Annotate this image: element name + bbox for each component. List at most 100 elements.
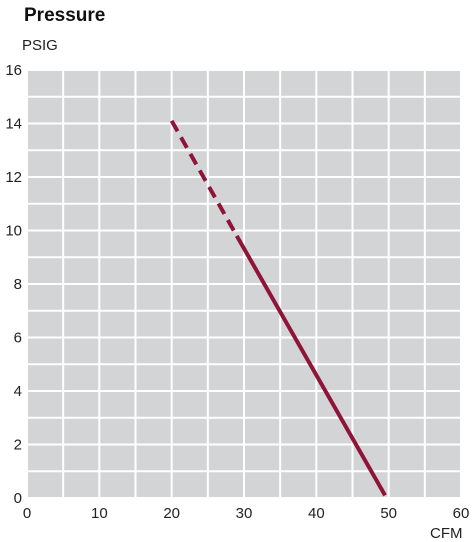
grid-cell-r15-c4: [172, 71, 207, 96]
grid-cell-r3-c10: [389, 392, 424, 417]
grid-cell-r2-c0: [28, 418, 63, 444]
grid-cell-r8-c10: [389, 258, 424, 283]
grid-cell-r0-c5: [208, 472, 243, 497]
x-axis-ticks: 0 10 20 30 40 50 60: [23, 505, 470, 522]
grid-cell-r6-c2: [100, 311, 135, 337]
grid-cell-r0-c11: [425, 472, 460, 497]
grid-cell-r10-c7: [281, 204, 316, 230]
grid-cell-r10-c5: [208, 204, 243, 230]
grid-cell-r13-c3: [136, 124, 171, 150]
x-tick-label-60: 60: [453, 505, 470, 522]
grid-cell-r8-c2: [100, 258, 135, 283]
grid-cell-r9-c1: [64, 231, 99, 257]
grid-cell-r9-c6: [245, 231, 280, 257]
grid-cell-r9-c2: [100, 231, 135, 257]
grid-cell-r2-c1: [64, 418, 99, 444]
grid-cell-r13-c1: [64, 124, 99, 150]
grid-cell-r12-c1: [64, 151, 99, 176]
chart-title: Pressure: [24, 5, 105, 26]
y-tick-label-4: 4: [14, 383, 22, 400]
y-tick-label-14: 14: [5, 116, 22, 133]
grid-cell-r1-c1: [64, 445, 99, 471]
grid-cell-r7-c3: [136, 285, 171, 310]
grid-cell-r11-c3: [136, 178, 171, 203]
grid-cell-r7-c7: [281, 285, 316, 310]
grid-cell-r11-c4: [172, 178, 207, 203]
grid-cell-r13-c10: [389, 124, 424, 150]
grid-cell-r3-c2: [100, 392, 135, 417]
grid-cell-r8-c9: [353, 258, 388, 283]
grid-cell-r3-c7: [281, 392, 316, 417]
grid-cell-r14-c8: [317, 97, 352, 123]
grid-cell-r15-c6: [245, 71, 280, 96]
grid-cell-r13-c0: [28, 124, 63, 150]
grid-cell-r0-c4: [172, 472, 207, 497]
grid-cell-r5-c2: [100, 338, 135, 364]
grid-cell-r13-c5: [208, 124, 243, 150]
grid-cell-r11-c6: [245, 178, 280, 203]
series-0-solid-segment: [235, 234, 387, 497]
grid-cell-r15-c2: [100, 71, 135, 96]
grid-cell-r14-c1: [64, 97, 99, 123]
grid-cell-r2-c4: [172, 418, 207, 444]
grid-cell-r0-c1: [64, 472, 99, 497]
grid-cell-r8-c11: [425, 258, 460, 283]
grid-cell-r10-c9: [353, 204, 388, 230]
grid-cell-r8-c1: [64, 258, 99, 283]
grid-cell-r11-c10: [389, 178, 424, 203]
grid-cell-r12-c2: [100, 151, 135, 176]
grid-cell-r5-c3: [136, 338, 171, 364]
grid-cell-r5-c5: [208, 338, 243, 364]
grid-cell-r5-c8: [317, 338, 352, 364]
x-tick-label-0: 0: [23, 505, 31, 522]
grid-cell-r6-c0: [28, 311, 63, 337]
y-tick-label-10: 10: [5, 223, 22, 240]
grid-cell-r5-c1: [64, 338, 99, 364]
grid-cell-r1-c7: [281, 445, 316, 471]
grid-cell-r1-c6: [245, 445, 280, 471]
grid-cell-r2-c7: [281, 418, 316, 444]
grid-cell-r10-c1: [64, 204, 99, 230]
x-tick-label-50: 50: [380, 505, 397, 522]
grid-cell-r6-c6: [245, 311, 280, 337]
grid-cell-r0-c7: [281, 472, 316, 497]
grid-cell-r14-c0: [28, 97, 63, 123]
x-tick-label-10: 10: [91, 505, 108, 522]
y-tick-label-8: 8: [14, 276, 22, 293]
grid-cell-r10-c2: [100, 204, 135, 230]
grid-cell-r4-c0: [28, 365, 63, 390]
grid-cell-r8-c5: [208, 258, 243, 283]
grid-cell-r15-c1: [64, 71, 99, 96]
grid-cell-r13-c2: [100, 124, 135, 150]
grid-cell-r6-c4: [172, 311, 207, 337]
grid-cell-r11-c1: [64, 178, 99, 203]
grid-cell-r2-c2: [100, 418, 135, 444]
grid-cell-r5-c4: [172, 338, 207, 364]
grid-cell-r15-c8: [317, 71, 352, 96]
grid-cell-r0-c2: [100, 472, 135, 497]
grid-cell-r13-c8: [317, 124, 352, 150]
grid-cell-r15-c3: [136, 71, 171, 96]
grid-cell-r11-c0: [28, 178, 63, 203]
grid-cell-r14-c2: [100, 97, 135, 123]
grid-cell-r14-c5: [208, 97, 243, 123]
grid-cell-r6-c10: [389, 311, 424, 337]
grid-cell-r0-c0: [28, 472, 63, 497]
grid-cell-r10-c11: [425, 204, 460, 230]
grid-cell-r3-c6: [245, 392, 280, 417]
grid-cell-r6-c11: [425, 311, 460, 337]
grid-cell-r12-c9: [353, 151, 388, 176]
grid-cell-r3-c5: [208, 392, 243, 417]
grid-cell-r8-c0: [28, 258, 63, 283]
grid-cell-r1-c10: [389, 445, 424, 471]
grid-cell-r6-c9: [353, 311, 388, 337]
grid-cell-r3-c1: [64, 392, 99, 417]
grid-cell-r2-c6: [245, 418, 280, 444]
grid-cell-r13-c7: [281, 124, 316, 150]
grid-cell-r6-c5: [208, 311, 243, 337]
grid-cell-r4-c4: [172, 365, 207, 390]
grid-cell-r10-c6: [245, 204, 280, 230]
grid-cell-r4-c3: [136, 365, 171, 390]
grid-cell-r2-c11: [425, 418, 460, 444]
grid-cell-r9-c4: [172, 231, 207, 257]
